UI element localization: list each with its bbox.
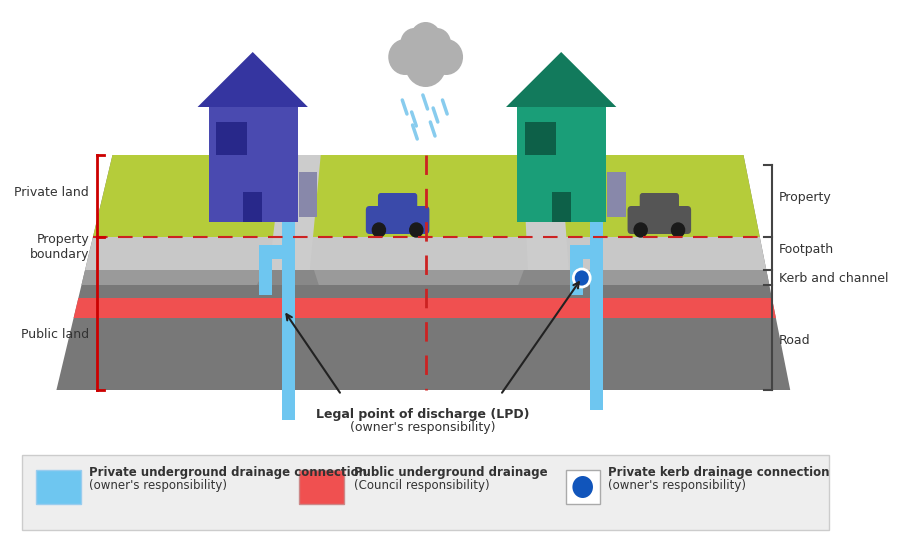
Bar: [299, 172, 317, 217]
Circle shape: [671, 223, 685, 237]
Text: Public land: Public land: [21, 328, 89, 342]
Bar: [607, 172, 625, 217]
Polygon shape: [269, 155, 320, 270]
Circle shape: [429, 39, 463, 75]
Bar: [570, 245, 603, 259]
Text: Public underground drainage: Public underground drainage: [354, 466, 547, 479]
Circle shape: [573, 269, 590, 287]
Text: Property: Property: [779, 190, 832, 204]
Bar: [552, 192, 571, 222]
Text: (owner's responsibility): (owner's responsibility): [608, 479, 746, 492]
Bar: [216, 122, 248, 155]
FancyBboxPatch shape: [627, 206, 691, 234]
Text: Footpath: Footpath: [779, 244, 834, 257]
Text: Private kerb drainage connection: Private kerb drainage connection: [608, 466, 830, 479]
FancyBboxPatch shape: [640, 193, 679, 215]
Text: Property
boundary: Property boundary: [30, 233, 89, 261]
Bar: [566, 470, 599, 504]
Bar: [570, 245, 582, 295]
Circle shape: [634, 223, 647, 237]
Polygon shape: [256, 270, 319, 285]
Polygon shape: [523, 155, 569, 270]
Text: (owner's responsibility): (owner's responsibility): [89, 479, 227, 492]
Polygon shape: [93, 155, 760, 237]
Bar: [259, 245, 292, 259]
Text: (owner's responsibility): (owner's responsibility): [350, 421, 496, 434]
Polygon shape: [57, 155, 790, 390]
Polygon shape: [518, 270, 580, 285]
Polygon shape: [506, 52, 617, 107]
Circle shape: [572, 476, 593, 498]
Bar: [243, 192, 262, 222]
Circle shape: [410, 22, 442, 56]
Bar: [22, 455, 830, 530]
Text: (Council responsibility): (Council responsibility): [354, 479, 490, 492]
Bar: [282, 155, 295, 420]
Circle shape: [373, 223, 385, 237]
Bar: [300, 470, 345, 504]
Circle shape: [405, 43, 446, 87]
Bar: [209, 107, 298, 222]
Polygon shape: [198, 52, 308, 107]
Circle shape: [423, 28, 451, 58]
Bar: [259, 245, 273, 295]
Circle shape: [388, 39, 422, 75]
Text: Road: Road: [779, 334, 811, 347]
Polygon shape: [86, 237, 766, 270]
FancyBboxPatch shape: [378, 193, 418, 215]
Polygon shape: [82, 270, 770, 285]
Circle shape: [410, 223, 423, 237]
Bar: [525, 122, 555, 155]
Bar: [590, 155, 603, 410]
Text: Kerb and channel: Kerb and channel: [779, 272, 888, 285]
Circle shape: [400, 28, 428, 58]
Bar: [36, 470, 81, 504]
Text: Legal point of discharge (LPD): Legal point of discharge (LPD): [316, 408, 529, 421]
FancyBboxPatch shape: [365, 206, 429, 234]
Polygon shape: [74, 298, 776, 318]
Text: Private underground drainage connection: Private underground drainage connection: [89, 466, 367, 479]
Text: Private land: Private land: [14, 185, 89, 198]
Bar: [518, 107, 606, 222]
